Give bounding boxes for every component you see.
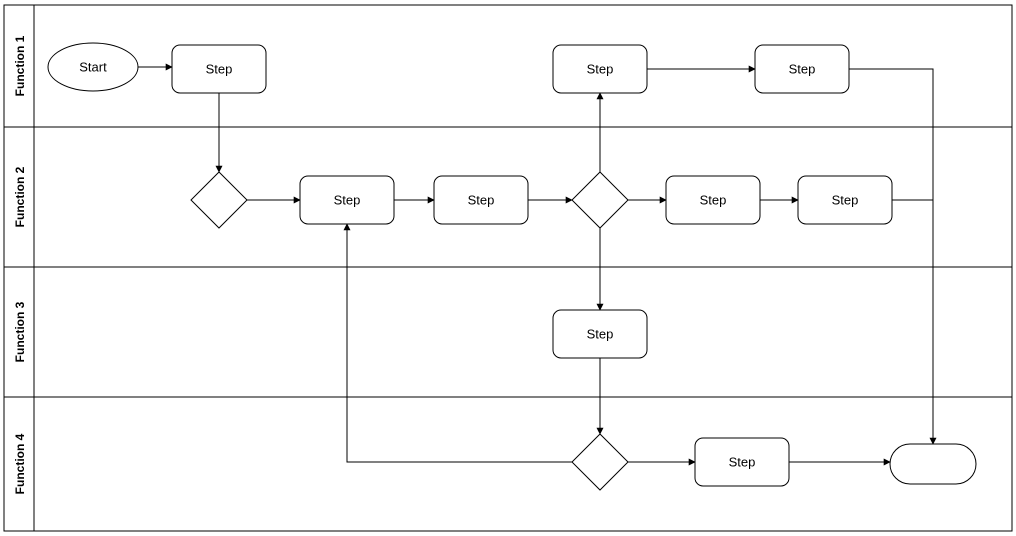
node-end [890,444,976,484]
outer-border [4,5,1012,531]
lane-label: Function 1 [13,35,27,96]
lane-label: Function 3 [13,301,27,362]
node-step2-label: Step [334,192,361,207]
node-step3-label: Step [468,192,495,207]
node-step7-label: Step [789,61,816,76]
node-step4-label: Step [700,192,727,207]
edge [347,224,572,462]
node-step6-label: Step [587,61,614,76]
edge [849,69,933,444]
lane-label: Function 4 [13,433,27,494]
node-dec1 [191,172,247,228]
node-start-label: Start [79,59,107,74]
edge [892,200,933,444]
lane-label: Function 2 [13,166,27,227]
node-step1-label: Step [206,61,233,76]
node-step9-label: Step [729,454,756,469]
swimlane-flowchart: Function 1 Function 2 Function 3 Function 4… [0,0,1016,536]
node-dec3 [572,434,628,490]
node-step8-label: Step [587,326,614,341]
node-step5-label: Step [832,192,859,207]
node-dec2 [572,172,628,228]
